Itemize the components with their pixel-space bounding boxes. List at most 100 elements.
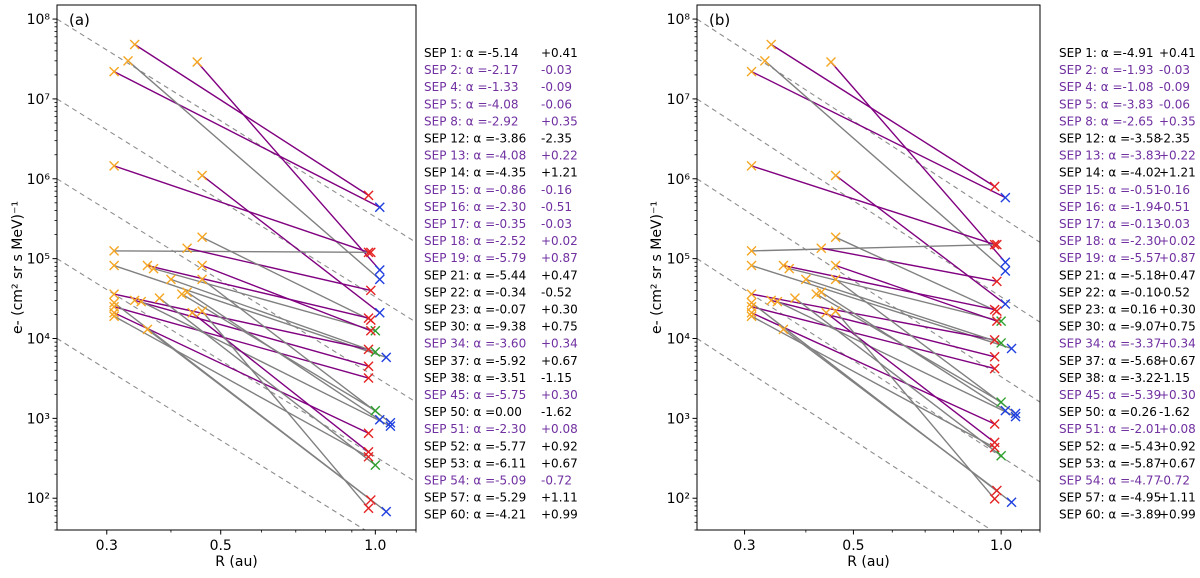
- legend-label: SEP 53: α =-6.11: [424, 456, 526, 470]
- marker-stroke: [1000, 405, 1011, 416]
- series-line: [196, 61, 381, 271]
- start-marker: [746, 297, 757, 308]
- end-marker: [363, 373, 374, 384]
- start-marker: [142, 324, 153, 335]
- legend-label: SEP 8: α =-2.92: [424, 114, 519, 128]
- start-marker: [109, 297, 120, 308]
- legend-value: +0.47: [1159, 268, 1196, 282]
- end-marker: [1000, 299, 1011, 310]
- legend-label: SEP 22: α =-0.34: [424, 285, 526, 299]
- end-marker: [365, 325, 376, 336]
- end-marker: [385, 421, 396, 432]
- x-axis-label: R (au): [847, 554, 890, 570]
- series-line: [113, 315, 369, 458]
- series-line: [751, 165, 995, 246]
- marker-stroke: [746, 260, 757, 271]
- end-marker: [991, 276, 1002, 287]
- end-marker: [989, 334, 1000, 345]
- marker-stroke: [363, 190, 374, 201]
- y-tick-label: 10²: [27, 491, 50, 507]
- legend-label: SEP 4: α =-1.33: [424, 80, 519, 94]
- series-line: [147, 264, 369, 319]
- legend-label: SEP 22: α =-0.10: [1059, 285, 1161, 299]
- end-marker: [989, 181, 1000, 192]
- y-tick-label: 10⁴: [667, 332, 691, 348]
- start-marker: [800, 274, 811, 285]
- marker-stroke: [991, 276, 1002, 287]
- end-marker: [374, 265, 385, 276]
- start-marker: [784, 263, 795, 274]
- marker-stroke: [370, 405, 381, 416]
- marker-stroke: [370, 325, 381, 336]
- marker-stroke: [989, 442, 1000, 453]
- series-line: [201, 236, 372, 321]
- legend-label: SEP 12: α =-3.58: [1059, 132, 1161, 146]
- series-line: [751, 302, 1012, 503]
- legend-value: +1.21: [1159, 166, 1196, 180]
- marker-stroke: [989, 419, 1000, 429]
- marker-stroke: [365, 495, 376, 505]
- legend-label: SEP 23: α =-0.07: [424, 303, 526, 317]
- series-line: [191, 312, 369, 453]
- series-line: [751, 306, 995, 370]
- marker-stroke: [746, 245, 757, 256]
- legend-value: -0.06: [1159, 97, 1190, 111]
- marker-stroke: [374, 307, 385, 318]
- series-line: [170, 278, 376, 353]
- marker-stroke: [142, 324, 153, 335]
- end-marker: [374, 307, 385, 318]
- legend-value: -1.62: [1159, 405, 1190, 419]
- legend-label: SEP 17: α =-0.35: [424, 217, 526, 231]
- legend-value: -0.52: [541, 285, 572, 299]
- end-marker: [363, 446, 374, 457]
- marker-stroke: [363, 503, 374, 514]
- marker-stroke: [182, 287, 193, 298]
- legend-value: +0.02: [1159, 234, 1196, 248]
- series-line: [820, 291, 1006, 412]
- panel-label: (a): [69, 11, 90, 29]
- marker-stroke: [766, 295, 777, 306]
- marker-stroke: [800, 274, 811, 285]
- legend-value: +0.67: [541, 456, 578, 470]
- y-axis-label: e- (cm² sr s MeV)⁻¹: [10, 201, 26, 334]
- end-marker: [374, 202, 385, 213]
- marker-stroke: [109, 297, 120, 308]
- y-tick-label: 10⁵: [27, 252, 50, 268]
- legend-label: SEP 19: α =-5.79: [424, 251, 526, 265]
- start-marker: [772, 296, 783, 307]
- marker-stroke: [1006, 343, 1017, 354]
- end-marker: [363, 428, 374, 439]
- legend-value: -0.03: [1159, 63, 1190, 77]
- y-tick-label: 10⁶: [667, 172, 691, 188]
- legend-value: -0.51: [1159, 200, 1190, 214]
- legend-value: +0.99: [1159, 508, 1196, 522]
- marker-stroke: [109, 311, 120, 322]
- reference-line: [57, 338, 366, 530]
- end-marker: [363, 344, 374, 355]
- marker-stroke: [778, 324, 789, 335]
- marker-stroke: [991, 316, 1002, 327]
- marker-stroke: [759, 55, 770, 66]
- y-tick-label: 10²: [667, 491, 690, 507]
- legend-value: -0.03: [541, 217, 572, 231]
- marker-stroke: [365, 325, 376, 336]
- end-marker: [989, 442, 1000, 453]
- y-tick-label: 10⁸: [27, 12, 51, 28]
- legend-label: SEP 13: α =-4.08: [424, 149, 526, 163]
- legend: SEP 1: α =-4.91 +0.41 SEP 2: α =-1.93 -0.03…: [1059, 46, 1196, 522]
- legend-label: SEP 45: α =-5.39: [1059, 388, 1161, 402]
- end-marker: [991, 239, 1002, 250]
- marker-stroke: [381, 506, 392, 517]
- marker-stroke: [182, 243, 193, 254]
- marker-stroke: [363, 247, 374, 258]
- legend-value: +0.34: [1159, 337, 1196, 351]
- marker-stroke: [830, 306, 841, 317]
- marker-stroke: [996, 450, 1007, 461]
- legend-label: SEP 16: α =-2.30: [424, 200, 526, 214]
- end-marker: [996, 450, 1007, 461]
- end-marker: [996, 337, 1007, 348]
- legend-label: SEP 14: α =-4.02: [1059, 166, 1161, 180]
- end-marker: [365, 495, 376, 505]
- legend-value: +0.35: [541, 114, 578, 128]
- start-marker: [136, 296, 147, 307]
